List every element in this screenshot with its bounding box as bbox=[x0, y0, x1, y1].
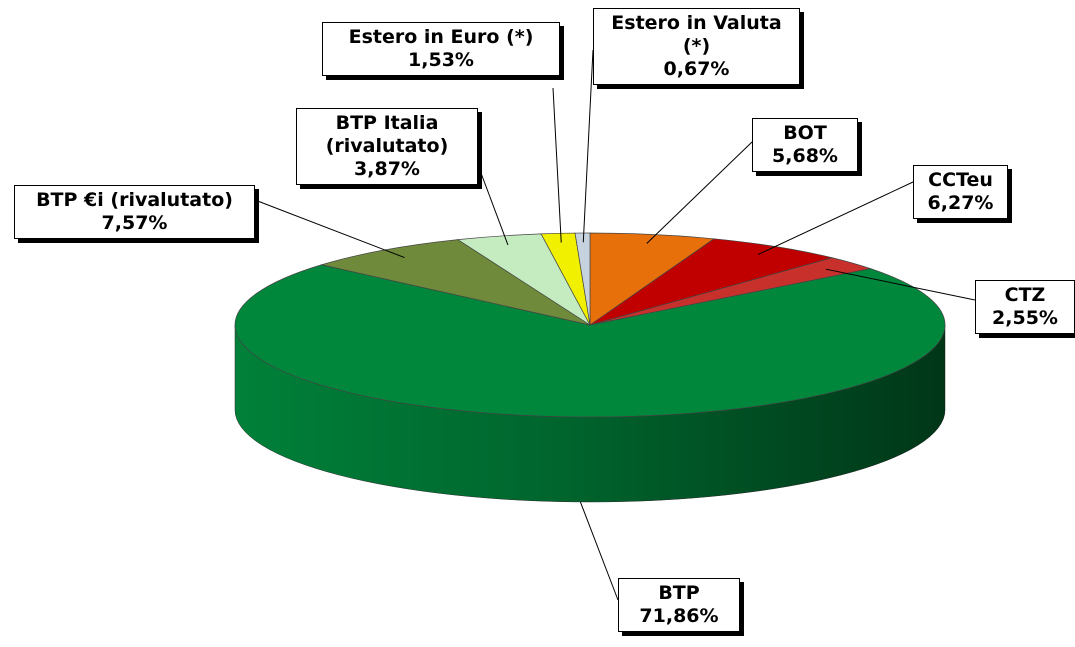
data-label: CCTeu 6,27% bbox=[913, 165, 1008, 219]
leader-line bbox=[757, 181, 914, 256]
leader-line bbox=[582, 49, 594, 243]
leader-line bbox=[254, 199, 405, 259]
value-label: 7,57% bbox=[101, 212, 168, 234]
data-label: BTP 71,86% bbox=[618, 578, 740, 632]
leader-line bbox=[825, 268, 976, 301]
category-label: BTP Italia (rivalutato) bbox=[325, 112, 449, 157]
data-label: Estero in Valuta (*) 0,67% bbox=[593, 8, 800, 85]
leader-line bbox=[646, 141, 753, 244]
slice bbox=[589, 238, 834, 326]
slice bbox=[234, 264, 946, 418]
value-label: 0,67% bbox=[663, 58, 730, 80]
category-label: CTZ bbox=[1004, 284, 1046, 306]
slice bbox=[574, 232, 591, 326]
data-label: BOT 5,68% bbox=[752, 118, 858, 172]
category-label: Estero in Euro (*) bbox=[348, 26, 534, 48]
category-label: Estero in Valuta (*) bbox=[611, 12, 782, 57]
category-label: BOT bbox=[783, 122, 827, 144]
category-label: BTP €i (rivalutato) bbox=[36, 189, 233, 211]
data-label: BTP €i (rivalutato) 7,57% bbox=[14, 185, 255, 239]
value-label: 71,86% bbox=[639, 605, 719, 627]
value-label: 1,53% bbox=[408, 49, 474, 71]
value-label: 2,55% bbox=[992, 307, 1058, 329]
data-label: CTZ 2,55% bbox=[975, 280, 1075, 334]
slice bbox=[589, 232, 716, 326]
value-label: 5,68% bbox=[772, 145, 838, 167]
leader-line bbox=[552, 87, 562, 243]
category-label: BTP bbox=[658, 582, 700, 604]
leader-line bbox=[477, 164, 509, 246]
value-label: 3,87% bbox=[354, 158, 420, 180]
slice-side-shade bbox=[235, 325, 945, 502]
data-label: Estero in Euro (*) 1,53% bbox=[322, 22, 560, 76]
value-label: 6,27% bbox=[927, 192, 994, 214]
leader-line bbox=[579, 501, 619, 601]
data-label: BTP Italia (rivalutato) 3,87% bbox=[296, 108, 478, 185]
category-label: CCTeu bbox=[928, 169, 993, 191]
